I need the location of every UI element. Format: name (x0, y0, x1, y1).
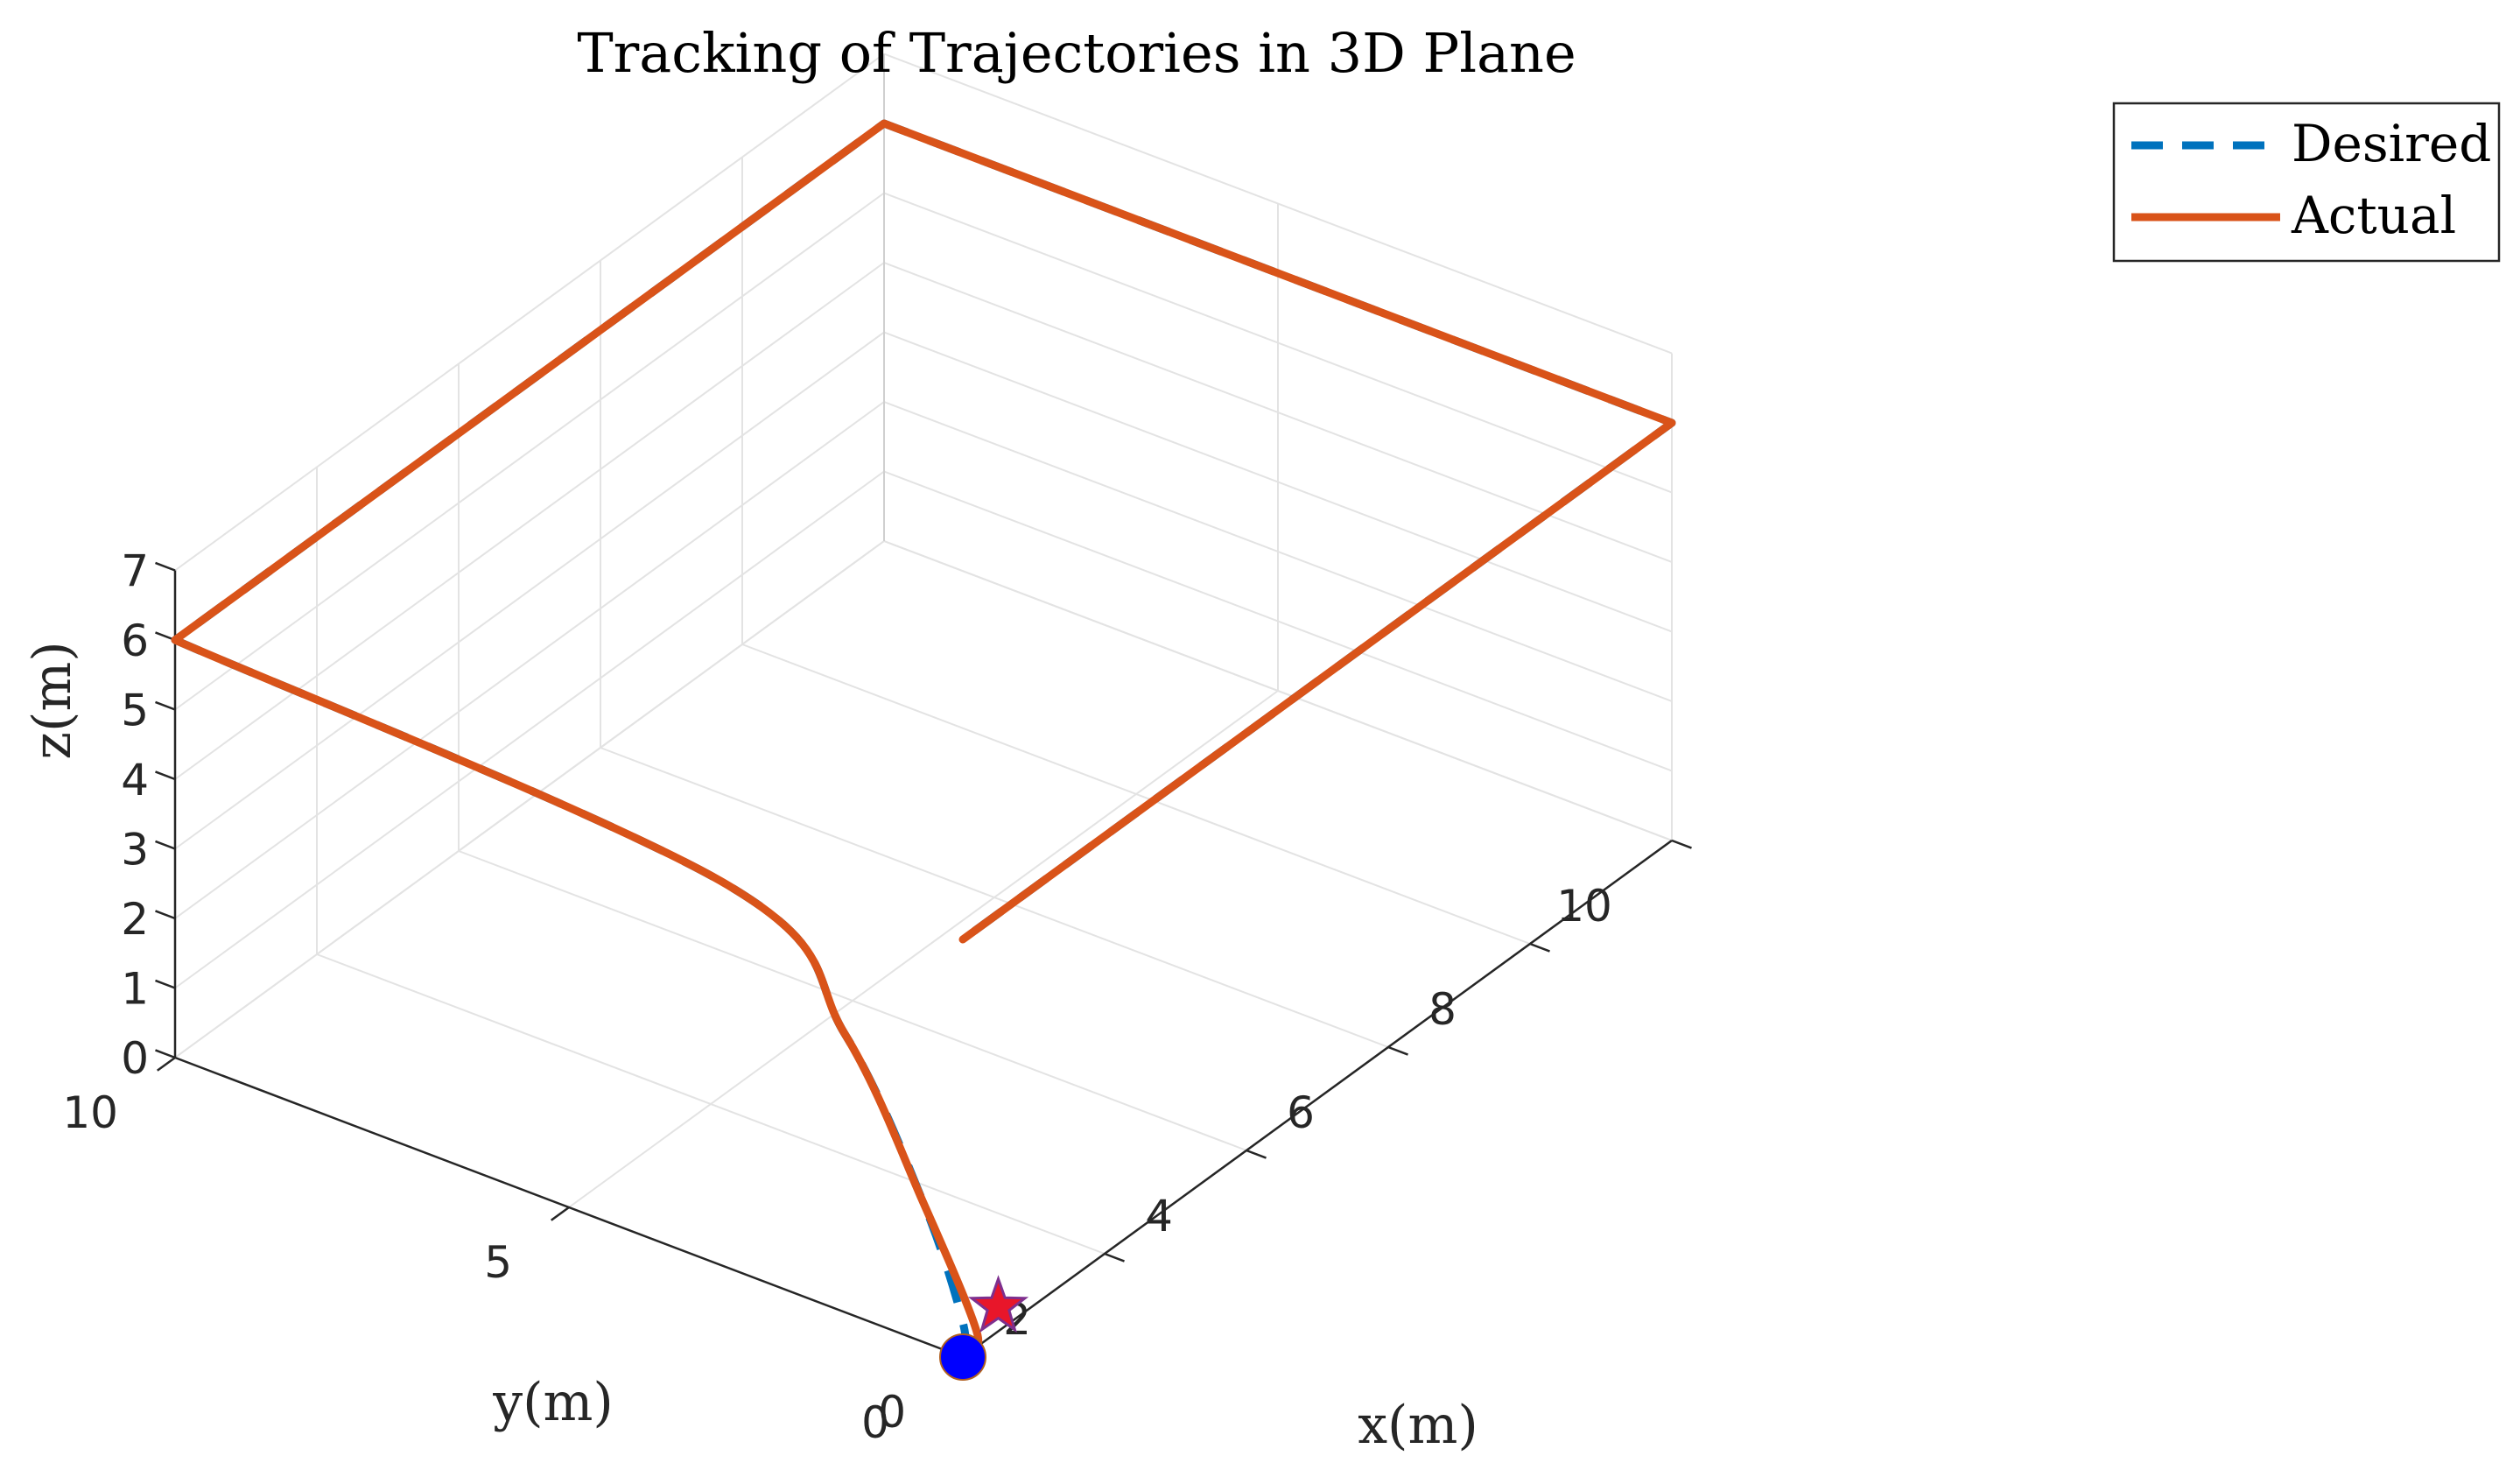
back-wall-grid-z (174, 262, 885, 780)
back-wall-grid-z (174, 470, 885, 989)
back-wall-grid-z (174, 401, 885, 919)
start-marker (939, 1333, 986, 1381)
y-tick-label: 5 (484, 1237, 512, 1288)
floor-grid-y (568, 690, 1279, 1208)
x-tick (1104, 1252, 1125, 1263)
grid-layer (174, 53, 1673, 1358)
series-desired (171, 119, 1676, 1358)
back-wall-grid-z (174, 540, 885, 1059)
x-axis-line (962, 839, 1673, 1359)
x-tick (1671, 839, 1692, 849)
side-wall-grid-z (883, 540, 1673, 841)
x-tick-label: 8 (1428, 984, 1457, 1035)
z-tick-label: 4 (121, 755, 149, 805)
legend-box (2112, 102, 2501, 263)
legend-label-actual: Actual (2291, 186, 2456, 245)
y-tick (157, 1056, 176, 1072)
x-tick-label: 4 (1145, 1191, 1173, 1241)
chart-title: Tracking of Trajectories in 3D Plane (577, 21, 1576, 85)
side-wall-grid-z (883, 53, 1673, 355)
y-axis-label: y(m) (492, 1372, 614, 1433)
z-tick (155, 979, 176, 989)
y-tick-label: 10 (62, 1087, 118, 1138)
side-wall-grid-z (883, 192, 1673, 494)
x-tick-label: 0 (861, 1397, 889, 1448)
z-axis-label: z(m) (22, 641, 83, 759)
end-marker (967, 1275, 1029, 1333)
z-tick (155, 1049, 176, 1059)
x-tick (1529, 942, 1550, 953)
z-tick (155, 910, 176, 920)
y-tick-label: 0 (878, 1387, 906, 1438)
z-tick-label: 2 (121, 894, 149, 945)
z-tick-label: 3 (121, 825, 149, 876)
x-tick-label: 6 (1287, 1087, 1315, 1138)
side-wall-grid-z (883, 331, 1673, 633)
x-tick-label: 10 (1556, 881, 1612, 932)
side-wall-grid-z (883, 470, 1673, 772)
z-tick-label: 6 (121, 615, 149, 666)
z-tick-label: 0 (121, 1033, 149, 1084)
z-tick-label: 5 (121, 686, 149, 736)
back-wall-grid-z (174, 53, 885, 572)
z-tick (155, 840, 176, 850)
x-axis-label: x(m) (1358, 1395, 1478, 1456)
back-wall-grid-z (174, 192, 885, 711)
side-wall-grid-z (883, 401, 1673, 702)
series-actual (171, 119, 1676, 1350)
series-layer (171, 119, 1676, 1358)
z-tick (155, 700, 176, 711)
legend: Desired Actual (2112, 102, 2501, 263)
marker-layer (939, 1275, 1029, 1381)
y-tick (551, 1206, 570, 1221)
z-tick-label: 1 (121, 964, 149, 1015)
back-wall-grid-z (174, 331, 885, 850)
z-tick (155, 561, 176, 572)
z-tick-label: 7 (121, 546, 149, 597)
x-tick (1387, 1045, 1408, 1056)
x-tick (1246, 1149, 1267, 1159)
z-tick (155, 770, 176, 781)
legend-label-desired: Desired (2292, 114, 2491, 173)
side-wall-grid-z (883, 262, 1673, 563)
